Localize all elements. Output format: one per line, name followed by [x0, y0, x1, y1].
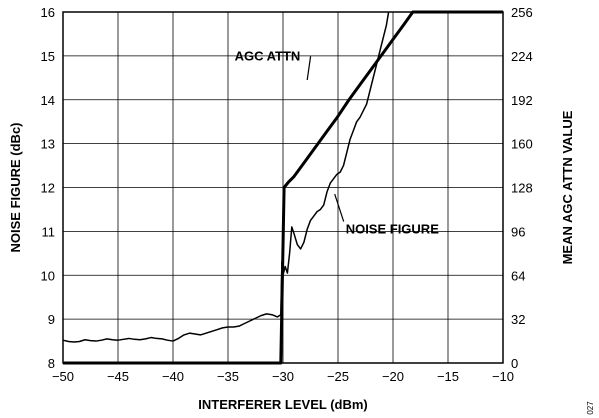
y-left-tick-label: 9 [48, 312, 55, 327]
y-right-tick-label: 0 [511, 356, 518, 371]
y-right-tick-label: 96 [511, 224, 525, 239]
series-line-agc-attn [63, 10, 503, 365]
y-left-tick-label: 10 [41, 268, 55, 283]
annotation-pointer-agc-attn [306, 56, 312, 81]
y-axis-label-right: MEAN AGC ATTN VALUE [560, 110, 575, 264]
x-tick-label: −45 [107, 369, 129, 384]
y-left-tick-label: 14 [41, 93, 55, 108]
x-tick-label: −50 [52, 369, 74, 384]
x-tick-labels: −50 −45 −40 −35 −30 −25 −20 −15 −10 [52, 369, 514, 384]
x-tick-label: −25 [327, 369, 349, 384]
plot-frame [62, 11, 504, 364]
annotation-pointer-noise-figure [334, 193, 345, 222]
figure-id: 027 [586, 401, 595, 415]
y-left-tick-label: 13 [41, 137, 55, 152]
annotation-agc-attn: AGC ATTN [235, 48, 301, 63]
y-right-tick-label: 160 [511, 137, 533, 152]
y-left-tick-label: 8 [48, 356, 55, 371]
annotation-layer: AGC ATTN NOISE FIGURE [235, 48, 440, 236]
series-line-noise-figure [62, 11, 390, 343]
annotation-noise-figure: NOISE FIGURE [346, 222, 440, 237]
x-tick-label: −40 [162, 369, 184, 384]
y-left-tick-label: 12 [41, 181, 55, 196]
y-right-tick-label: 224 [511, 49, 533, 64]
x-axis-label: INTERFERER LEVEL (dBm) [198, 397, 368, 412]
series-layer [62, 10, 503, 365]
y-right-tick-label: 192 [511, 93, 533, 108]
y-axis-label-left: NOISE FIGURE (dBc) [8, 122, 23, 252]
y-right-tick-label: 64 [511, 268, 525, 283]
y-right-tick-label: 256 [511, 5, 533, 20]
y-left-tick-label: 15 [41, 49, 55, 64]
x-tick-label: −30 [272, 369, 294, 384]
x-tick-label: −20 [382, 369, 404, 384]
y-left-tick-label: 16 [41, 5, 55, 20]
y-left-tick-label: 11 [42, 224, 56, 239]
x-tick-label: −15 [437, 369, 459, 384]
left-tick-labels: 8 9 10 11 12 13 14 15 16 [41, 5, 55, 371]
y-right-tick-label: 128 [511, 181, 533, 196]
grid [63, 12, 503, 363]
right-tick-labels: 0 32 64 96 128 160 192 224 256 [511, 5, 533, 371]
x-tick-label: −35 [217, 369, 239, 384]
y-right-tick-label: 32 [511, 312, 525, 327]
x-tick-label: −10 [492, 369, 514, 384]
